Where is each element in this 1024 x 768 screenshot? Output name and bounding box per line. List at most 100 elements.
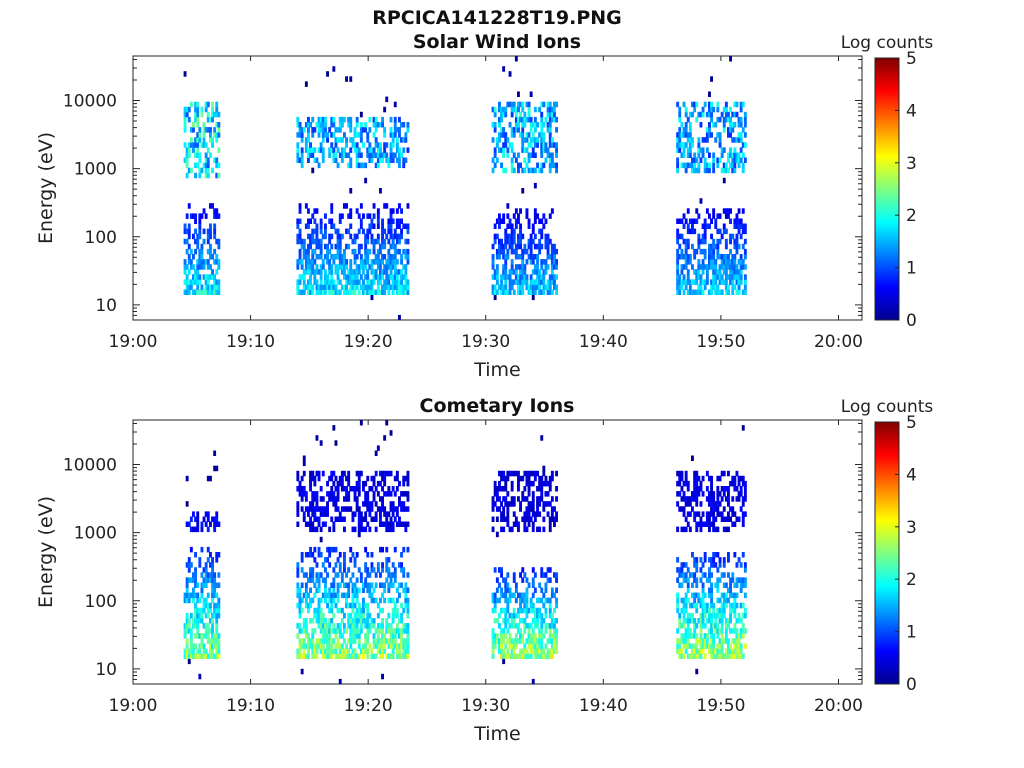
heatmap-cell — [317, 643, 321, 649]
heatmap-cell — [376, 218, 380, 224]
heatmap-cell — [347, 491, 351, 497]
heatmap-cell — [349, 162, 353, 169]
heatmap-cell — [183, 653, 187, 659]
heatmap-cell — [347, 587, 351, 593]
heatmap-cell — [334, 592, 338, 599]
heatmap-cell — [514, 582, 518, 588]
heatmap-cell — [379, 243, 382, 250]
heatmap-cell — [504, 582, 508, 588]
heatmap-cell — [519, 633, 522, 639]
heatmap-cell — [366, 653, 370, 659]
heatmap-cell — [710, 486, 713, 492]
heatmap-cell — [298, 228, 302, 235]
heatmap-cell — [385, 567, 389, 573]
heatmap-cell — [192, 577, 195, 583]
heatmap-cell — [393, 506, 397, 512]
heatmap-cell — [406, 238, 410, 245]
heatmap-cell — [555, 648, 558, 654]
heatmap-cell — [548, 122, 552, 128]
heatmap-cell — [521, 638, 525, 644]
heatmap-cell — [678, 218, 682, 224]
heatmap-cell — [691, 496, 694, 502]
heatmap-cell — [498, 506, 501, 512]
heatmap-cell — [389, 430, 393, 436]
x-axis-label: Time — [473, 359, 521, 381]
heatmap-cell — [737, 243, 741, 250]
heatmap-cell — [703, 633, 707, 639]
heatmap-cell — [743, 592, 747, 599]
heatmap-cell — [395, 511, 399, 517]
heatmap-cell — [693, 628, 697, 634]
heatmap-cell — [705, 167, 709, 174]
heatmap-cell — [727, 638, 730, 644]
heatmap-cell — [519, 572, 522, 578]
heatmap-cell — [200, 142, 204, 148]
heatmap-cell — [311, 132, 315, 138]
heatmap-cell — [194, 552, 197, 558]
heatmap-cell — [512, 269, 516, 275]
heatmap-cell — [357, 602, 361, 609]
heatmap-cell — [550, 289, 554, 295]
heatmap-cell — [544, 587, 548, 593]
heatmap-cell — [183, 116, 187, 123]
heatmap-cell — [215, 238, 219, 245]
heatmap-cell — [206, 557, 210, 563]
heatmap-cell — [319, 511, 323, 517]
heatmap-cell — [313, 274, 317, 280]
heatmap-cell — [355, 592, 359, 599]
heatmap-cell — [185, 172, 189, 179]
heatmap-cell — [300, 127, 304, 133]
heatmap-cell — [678, 643, 682, 649]
heatmap-cell — [398, 289, 401, 295]
heatmap-cell — [296, 648, 300, 654]
heatmap-cell — [731, 628, 735, 634]
heatmap-cell — [718, 132, 722, 138]
heatmap-cell — [372, 480, 376, 487]
heatmap-cell — [722, 162, 726, 169]
heatmap-cell — [332, 116, 336, 123]
heatmap-cell — [536, 470, 539, 477]
heatmap-cell — [328, 587, 332, 593]
heatmap-cell — [189, 643, 193, 649]
heatmap-cell — [340, 653, 344, 659]
heatmap-cell — [211, 516, 214, 522]
heatmap-cell — [727, 132, 730, 138]
heatmap-cell — [398, 496, 401, 502]
heatmap-cell — [319, 142, 323, 148]
heatmap-cell — [296, 587, 300, 593]
heatmap-cell — [402, 480, 406, 487]
heatmap-cell — [701, 521, 705, 527]
heatmap-cell — [402, 137, 406, 143]
heatmap-cell — [359, 259, 363, 265]
heatmap-cell — [731, 284, 735, 290]
heatmap-cell — [500, 162, 503, 169]
heatmap-cell — [538, 269, 542, 275]
heatmap-cell — [743, 157, 747, 163]
heatmap-cell — [332, 612, 336, 619]
heatmap-cell — [546, 238, 550, 245]
heatmap-cell — [345, 137, 348, 143]
heatmap-cell — [699, 648, 703, 654]
heatmap-cell — [682, 618, 686, 624]
heatmap-cell — [321, 157, 325, 163]
heatmap-cell — [340, 213, 344, 219]
heatmap-cell — [359, 264, 363, 270]
heatmap-cell — [364, 248, 368, 255]
heatmap-cell — [718, 238, 722, 245]
heatmap-cell — [324, 582, 327, 588]
heatmap-cell — [512, 623, 516, 629]
heatmap-cell — [731, 279, 735, 285]
heatmap-cell — [686, 152, 690, 158]
heatmap-cell — [676, 132, 680, 138]
heatmap-cell — [204, 101, 208, 108]
heatmap-cell — [307, 127, 310, 133]
heatmap-cell — [395, 486, 399, 492]
heatmap-cell — [701, 511, 705, 517]
colorbar-tick-label: 4 — [906, 101, 917, 121]
heatmap-cell — [718, 562, 722, 568]
heatmap-cell — [296, 238, 300, 245]
heatmap-cell — [540, 435, 544, 441]
heatmap-cell — [372, 638, 376, 644]
heatmap-cell — [334, 243, 338, 250]
heatmap-cell — [387, 643, 391, 649]
